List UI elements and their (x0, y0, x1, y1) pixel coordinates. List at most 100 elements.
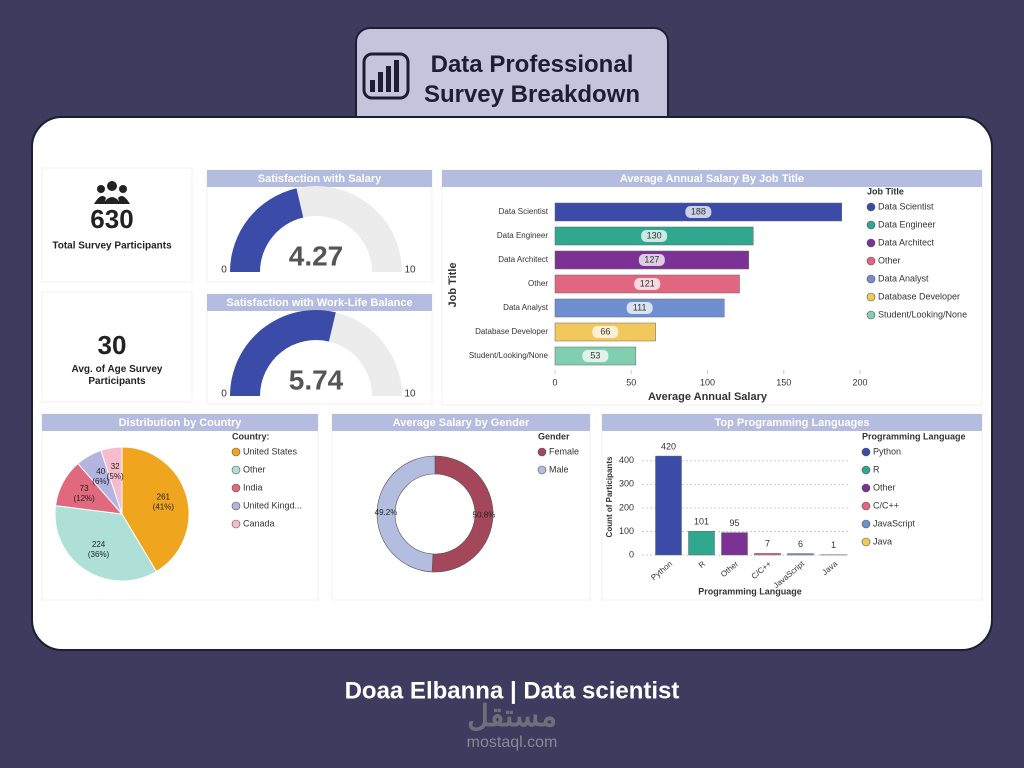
value-label-bg (582, 350, 609, 362)
x-tick-label: 50 (626, 377, 636, 387)
y-axis-title: Job Title (447, 262, 459, 307)
kpi-value: 30 (98, 330, 127, 360)
value-label: 420 (661, 441, 676, 451)
y-tick-label: Student/Looking/None (469, 351, 549, 360)
legend-title: Programming Language (862, 431, 966, 441)
y-tick-label: Data Engineer (497, 231, 548, 240)
x-tick-label: 0 (552, 377, 557, 387)
legend-swatch (866, 274, 876, 284)
value-label: 188 (691, 206, 706, 216)
legend-label: Student/Looking/None (878, 309, 967, 319)
pie-slice (54, 505, 158, 582)
slice-value: 73 (80, 484, 89, 493)
chart-title: Distribution by Country (119, 417, 243, 429)
slice-label: 49.2% (375, 508, 398, 517)
legend-label: Data Scientist (878, 201, 934, 211)
slice-value: 40 (96, 467, 105, 476)
value-label: 53 (590, 350, 600, 360)
legend-swatch (861, 465, 871, 475)
donut-slice (376, 455, 436, 573)
header-title: Data Professional Survey Breakdown (423, 51, 641, 108)
bar (754, 553, 781, 556)
value-label: 130 (647, 230, 662, 240)
kpi-label: Avg. of Age Survey Participants (71, 364, 163, 387)
legend-swatch (866, 256, 876, 266)
value-label-bg (638, 254, 665, 266)
legend-swatch (231, 501, 241, 511)
legend-swatch (861, 537, 871, 547)
slice-value: 224 (92, 540, 106, 549)
legend-swatch (866, 310, 876, 320)
gauge-tick-label: 10 (404, 389, 416, 400)
x-axis-title: Programming Language (698, 586, 802, 596)
value-label-bg (626, 302, 653, 314)
slice-percent: (36%) (88, 550, 110, 559)
value-label: 121 (640, 278, 655, 288)
y-axis-title: Count of Participants (605, 456, 614, 537)
y-tick-label: 200 (619, 502, 634, 512)
author: Doaa Elbanna | Data scientist (345, 677, 680, 704)
gauge-value-label: 4.27 (289, 240, 344, 271)
chart-header (42, 414, 318, 431)
y-tick-label: 300 (619, 479, 634, 489)
watermark-site: mostaql.com (467, 734, 558, 751)
legend-label: Data Engineer (878, 219, 936, 229)
y-tick-label: Data Analyst (503, 303, 549, 312)
value-label-bg (685, 206, 712, 218)
legend-title: Country: (232, 431, 270, 441)
chart-header (207, 294, 432, 311)
legend-label: Java (873, 536, 892, 546)
slice-percent: (12%) (73, 494, 95, 503)
value-label-bg (592, 326, 619, 338)
logo-icon (362, 52, 410, 100)
slice-label: 50.8% (473, 510, 496, 519)
legend-swatch (866, 220, 876, 230)
legend-swatch (861, 501, 871, 511)
x-tick-label: 150 (776, 377, 791, 387)
value-label: 101 (694, 517, 709, 527)
y-tick-label: Data Architect (498, 255, 549, 264)
gauge-value (230, 188, 304, 272)
slice-percent: (5%) (107, 472, 124, 481)
legend-label: Female (549, 446, 579, 456)
y-tick-label: Other (528, 279, 548, 288)
card (41, 167, 193, 283)
y-tick-label: 0 (629, 549, 634, 559)
pie-slice (100, 446, 123, 515)
legend-swatch (861, 519, 871, 529)
y-tick-label: Database Developer (475, 327, 548, 336)
value-label: 6 (798, 539, 803, 549)
legend-title: Gender (538, 431, 570, 441)
gauge-tick-label: 10 (404, 265, 416, 276)
legend-label: Male (549, 464, 569, 474)
gauge-tick-label: 0 (221, 265, 227, 276)
legend-label: Other (243, 464, 266, 474)
y-tick-label: Data Scientist (499, 207, 549, 216)
value-label-bg (641, 230, 668, 242)
legend-swatch (231, 519, 241, 529)
bar (688, 530, 715, 556)
legend-swatch (537, 447, 547, 457)
gauge-value-label: 5.74 (289, 364, 344, 395)
legend-label: C/C++ (873, 500, 899, 510)
gauge-value (230, 310, 336, 396)
people-icon (94, 181, 130, 204)
slice-value: 32 (111, 462, 120, 471)
gauge-tick-label: 0 (221, 389, 227, 400)
x-tick-label: R (697, 559, 707, 570)
chart-panel (331, 413, 591, 601)
legend-swatch (861, 447, 871, 457)
card (41, 291, 193, 403)
x-axis-title: Average Annual Salary (648, 391, 768, 403)
legend-label: Python (873, 446, 901, 456)
legend-label: JavaScript (873, 518, 916, 528)
bar (787, 553, 814, 556)
chart-title: Top Programming Languages (714, 417, 869, 429)
legend-swatch (231, 465, 241, 475)
legend-label: United Kingd... (243, 500, 302, 510)
legend-swatch (537, 465, 547, 475)
x-tick-label: 200 (852, 377, 867, 387)
chart-title: Satisfaction with Salary (258, 173, 382, 185)
bar (721, 532, 748, 556)
